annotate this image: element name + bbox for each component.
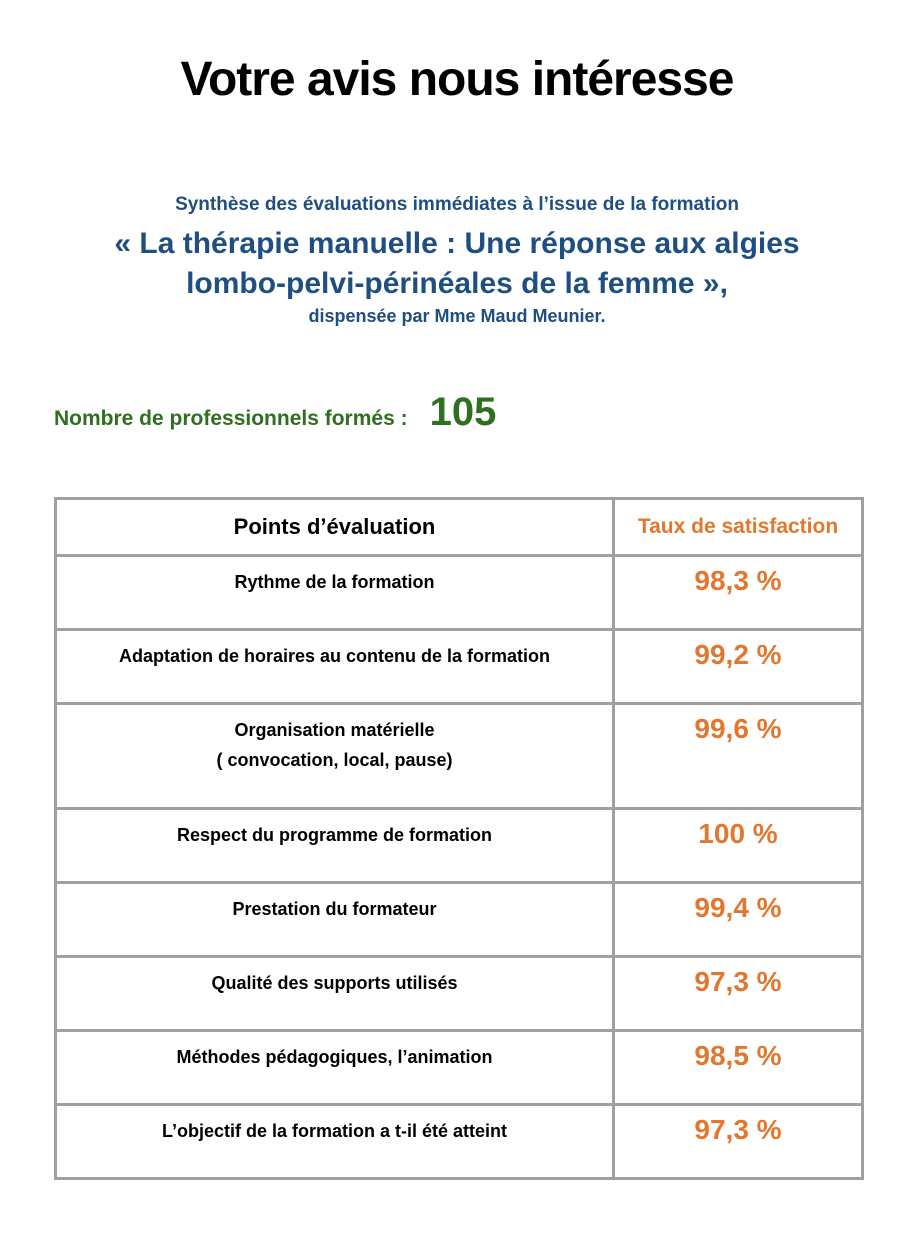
table-row: Organisation matérielle ( convocation, lo… xyxy=(54,702,864,810)
evaluation-table: Points d’évaluation Taux de satisfaction… xyxy=(54,497,864,1180)
rate-value: 100 % xyxy=(612,807,864,884)
point-label-line2: ( convocation, local, pause) xyxy=(216,750,453,770)
header-points: Points d’évaluation xyxy=(54,497,615,557)
table-row: Adaptation de horaires au contenu de la … xyxy=(54,628,864,705)
point-label: Respect du programme de formation xyxy=(54,807,615,884)
point-label-line1: Organisation matérielle xyxy=(234,720,435,740)
table-row: Qualité des supports utilisés 97,3 % xyxy=(54,955,864,1032)
point-label: Organisation matérielle ( convocation, lo… xyxy=(54,702,615,810)
rate-value: 99,2 % xyxy=(612,628,864,705)
trained-count-label: Nombre de professionnels formés : xyxy=(54,407,408,430)
training-title: « La thérapie manuelle : Une réponse aux… xyxy=(0,224,914,304)
table-row: Méthodes pédagogiques, l’animation 98,5 % xyxy=(54,1029,864,1106)
table-row: Rythme de la formation 98,3 % xyxy=(54,554,864,631)
table-row: Prestation du formateur 99,4 % xyxy=(54,881,864,958)
table-header: Points d’évaluation Taux de satisfaction xyxy=(54,497,864,557)
rate-value: 97,3 % xyxy=(612,1103,864,1180)
point-label: Méthodes pédagogiques, l’animation xyxy=(54,1029,615,1106)
page-title: Votre avis nous intéresse xyxy=(180,53,734,106)
point-label: Prestation du formateur xyxy=(54,881,615,958)
rate-value: 97,3 % xyxy=(612,955,864,1032)
rate-value: 98,5 % xyxy=(612,1029,864,1106)
training-title-line2: lombo-pelvi-périnéales de la femme », xyxy=(186,267,728,300)
trained-count: Nombre de professionnels formés : 105 xyxy=(54,390,496,435)
trained-count-value: 105 xyxy=(429,390,497,434)
trainer-text: dispensée par Mme Maud Meunier. xyxy=(308,306,606,326)
point-label: Rythme de la formation xyxy=(54,554,615,631)
rate-value: 99,4 % xyxy=(612,881,864,958)
header-rate: Taux de satisfaction xyxy=(612,497,864,557)
rate-value: 98,3 % xyxy=(612,554,864,631)
point-label: Adaptation de horaires au contenu de la … xyxy=(54,628,615,705)
point-label: Qualité des supports utilisés xyxy=(54,955,615,1032)
training-title-line1: « La thérapie manuelle : Une réponse aux… xyxy=(114,227,800,260)
table-row: Respect du programme de formation 100 % xyxy=(54,807,864,884)
intro-text: Synthèse des évaluations immédiates à l’… xyxy=(175,194,739,215)
rate-value: 99,6 % xyxy=(612,702,864,810)
point-label: L’objectif de la formation a t-il été at… xyxy=(54,1103,615,1180)
table-row: L’objectif de la formation a t-il été at… xyxy=(54,1103,864,1180)
